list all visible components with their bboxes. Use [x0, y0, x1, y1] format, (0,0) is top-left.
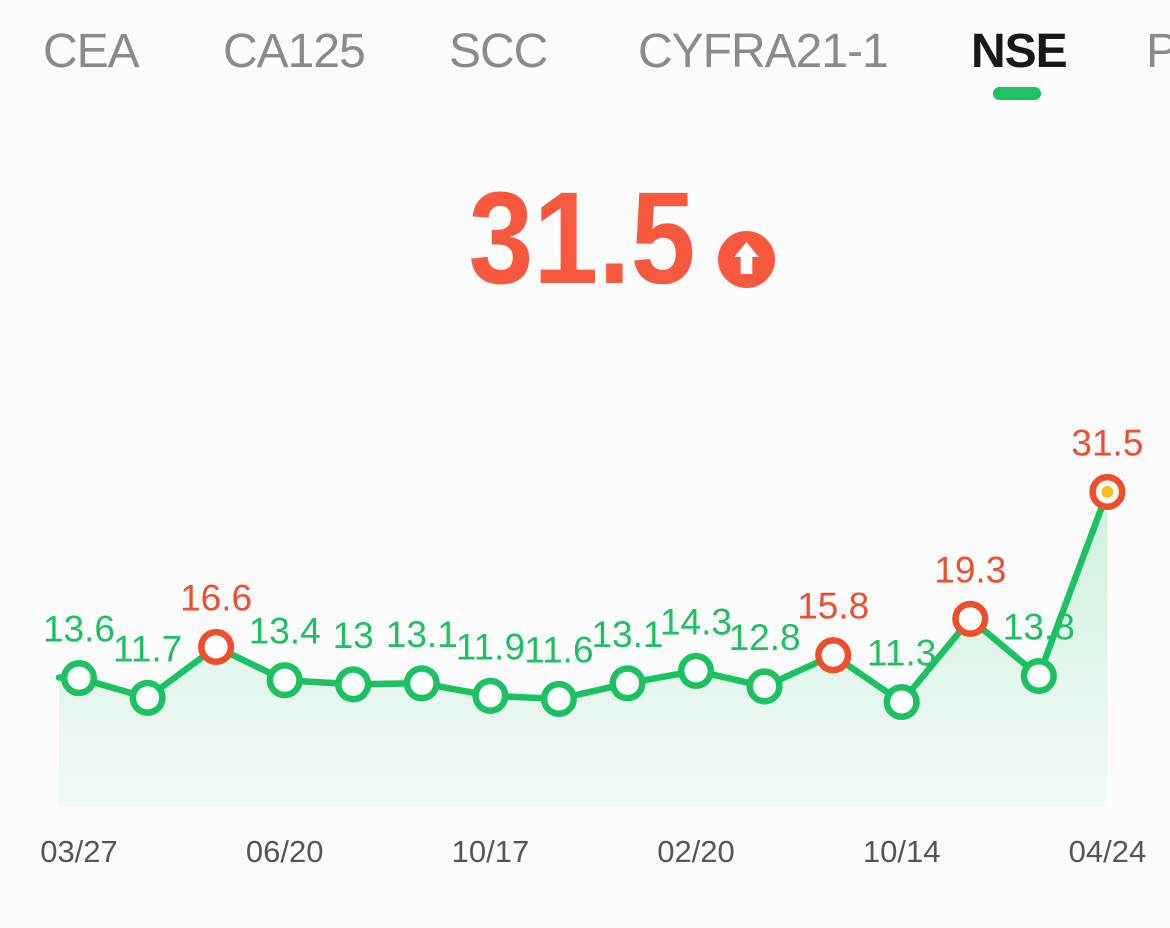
svg-text:06/20: 06/20: [246, 834, 324, 869]
svg-text:16.6: 16.6: [180, 577, 252, 618]
svg-text:11.9: 11.9: [456, 626, 525, 667]
svg-text:10/17: 10/17: [452, 834, 530, 869]
svg-text:13.8: 13.8: [1003, 607, 1075, 648]
svg-text:10/14: 10/14: [863, 834, 941, 869]
svg-text:15.8: 15.8: [797, 586, 869, 627]
svg-text:11.7: 11.7: [113, 628, 182, 669]
svg-text:11.3: 11.3: [867, 633, 936, 674]
svg-text:03/27: 03/27: [40, 834, 118, 869]
svg-text:11.6: 11.6: [524, 629, 593, 670]
svg-text:12.8: 12.8: [729, 617, 801, 658]
svg-text:13.1: 13.1: [386, 614, 458, 655]
svg-text:19.3: 19.3: [934, 549, 1006, 590]
svg-text:13.4: 13.4: [249, 611, 321, 652]
svg-text:04/24: 04/24: [1069, 834, 1147, 869]
svg-text:31.5: 31.5: [1071, 422, 1143, 463]
svg-text:13.6: 13.6: [43, 609, 115, 650]
svg-text:13: 13: [333, 615, 374, 656]
svg-text:14.3: 14.3: [660, 601, 732, 642]
svg-text:02/20: 02/20: [657, 834, 735, 869]
svg-text:13.1: 13.1: [591, 614, 663, 655]
